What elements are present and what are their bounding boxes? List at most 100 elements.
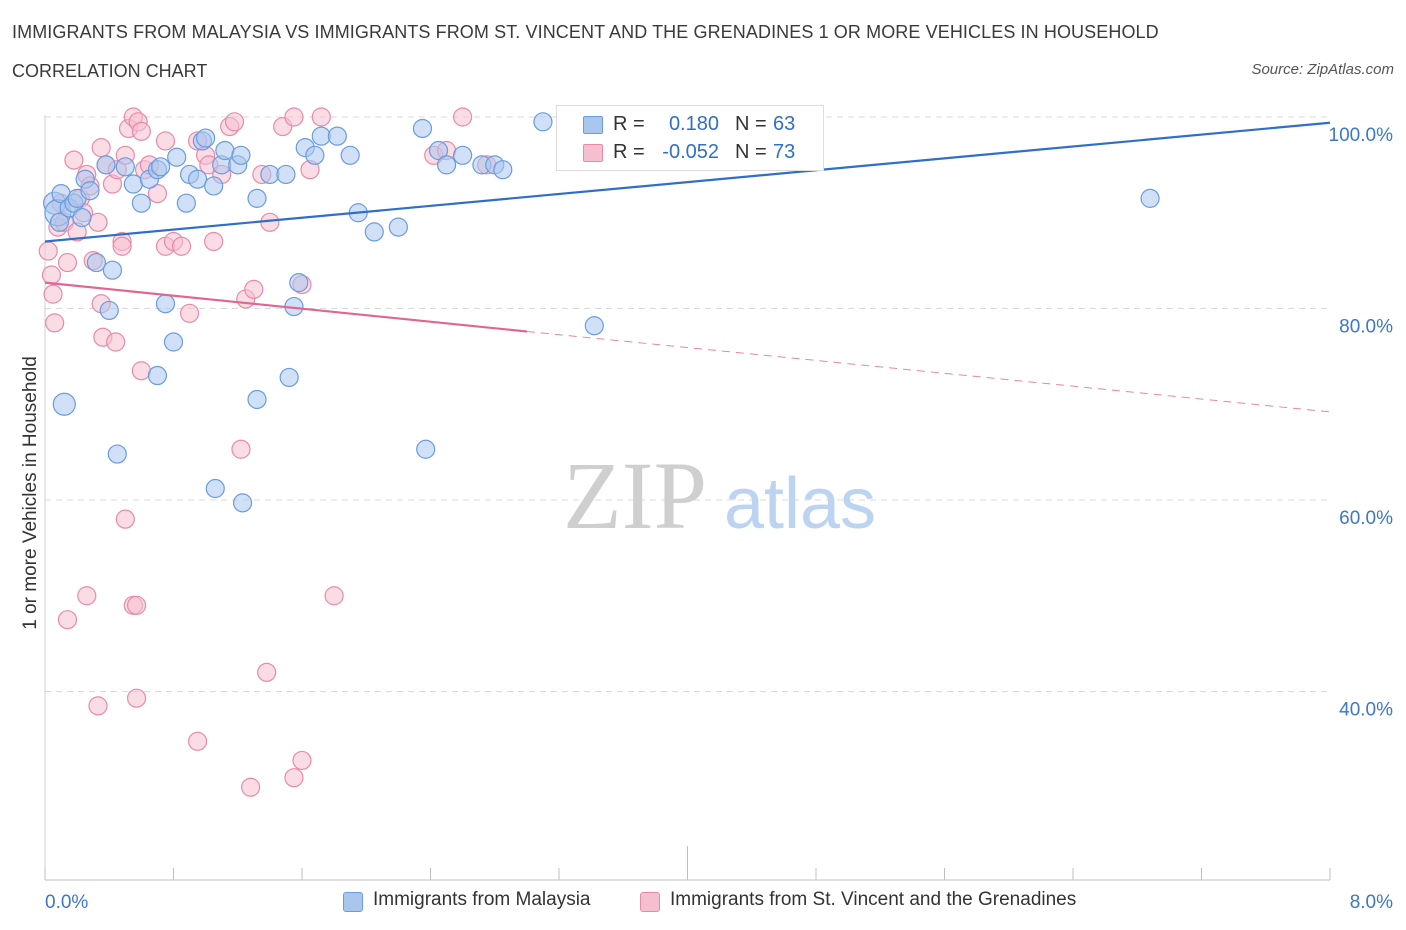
bottom-legend-label: Immigrants from Malaysia	[373, 889, 591, 910]
legend-n-label: N =	[735, 113, 767, 135]
point-st-vincent	[57, 252, 78, 273]
correlation-legend: R = 0.180 N = 63 R = -0.052 N = 73	[556, 105, 824, 171]
point-st-vincent	[324, 586, 344, 606]
point-malaysia	[215, 140, 235, 161]
point-malaysia	[196, 128, 216, 148]
trend-lines	[44, 121, 1331, 413]
y-tick-label: 60.0%	[1339, 508, 1393, 529]
point-malaysia	[86, 252, 107, 273]
point-malaysia	[131, 193, 151, 213]
point-st-vincent	[453, 107, 473, 127]
point-st-vincent	[112, 236, 132, 256]
point-malaysia	[123, 174, 143, 194]
point-malaysia	[115, 157, 135, 177]
watermark-atlas: atlas	[724, 464, 876, 544]
point-malaysia	[279, 367, 299, 388]
chart-subtitle: CORRELATION CHART	[12, 61, 208, 81]
point-malaysia	[327, 126, 347, 146]
legend-r-label: R =	[613, 141, 645, 163]
point-malaysia	[428, 140, 449, 161]
point-st-vincent	[57, 610, 78, 630]
point-malaysia	[102, 260, 123, 280]
point-malaysia	[493, 160, 513, 180]
point-malaysia	[231, 145, 251, 165]
point-st-vincent	[204, 231, 224, 252]
point-st-vincent	[244, 279, 264, 299]
y-tick-label: 80.0%	[1339, 317, 1393, 338]
point-malaysia	[436, 155, 457, 175]
point-malaysia	[453, 145, 473, 165]
axis-labels: 40.0% 60.0% 80.0% 100.0% 0.0% 8.0% 1 or more V…	[20, 125, 1393, 913]
point-st-vincent	[231, 439, 251, 459]
point-st-vincent	[91, 138, 111, 158]
point-malaysia	[107, 444, 127, 464]
point-malaysia	[247, 188, 267, 208]
point-st-vincent	[126, 688, 147, 708]
point-st-vincent	[171, 236, 192, 256]
point-malaysia	[247, 389, 267, 410]
point-st-vincent	[131, 121, 151, 141]
legend-swatch-malaysia	[583, 116, 603, 134]
point-malaysia	[204, 176, 224, 196]
point-malaysia	[533, 112, 553, 132]
point-malaysia	[49, 212, 70, 232]
point-malaysia	[388, 217, 408, 237]
point-malaysia	[96, 155, 116, 175]
point-malaysia	[232, 493, 253, 513]
point-malaysia	[80, 181, 100, 201]
trend-line-st-vincent	[44, 281, 527, 333]
point-st-vincent	[88, 212, 108, 232]
point-st-vincent	[38, 241, 58, 261]
chart-title: IMMIGRANTS FROM MALAYSIA VS IMMIGRANTS F…	[12, 22, 1159, 42]
legend-r-value: 0.180	[668, 113, 719, 135]
watermark: ZIP atlas	[563, 442, 876, 549]
point-malaysia	[416, 439, 436, 459]
point-malaysia	[167, 147, 187, 167]
point-malaysia	[187, 169, 208, 189]
point-malaysia	[1140, 188, 1160, 208]
trend-line-malaysia	[44, 121, 1331, 243]
point-malaysia	[72, 207, 92, 228]
point-malaysia	[99, 300, 119, 321]
point-st-vincent	[131, 361, 151, 381]
point-st-vincent	[224, 112, 245, 132]
point-malaysia	[412, 118, 433, 139]
point-st-vincent	[311, 107, 331, 127]
point-st-vincent	[147, 184, 168, 204]
legend-r-label: R =	[613, 113, 645, 135]
point-malaysia	[584, 316, 604, 336]
point-st-vincent	[115, 509, 135, 529]
point-malaysia	[176, 193, 196, 213]
point-st-vincent	[64, 150, 84, 170]
x-tick-label-max: 8.0%	[1350, 892, 1393, 913]
point-st-vincent	[284, 107, 304, 127]
point-st-vincent	[155, 131, 176, 151]
point-st-vincent	[41, 265, 62, 285]
point-malaysia	[155, 294, 176, 314]
point-st-vincent	[284, 768, 304, 788]
legend-n-value: 63	[773, 113, 796, 135]
y-tick-label: 40.0%	[1339, 700, 1393, 721]
point-malaysia	[163, 332, 184, 352]
point-st-vincent	[292, 750, 312, 771]
point-malaysia	[147, 365, 168, 386]
bottom-legend-swatch-st-vincent	[640, 892, 660, 912]
legend-n-label: N =	[735, 141, 767, 163]
point-st-vincent	[106, 332, 126, 352]
point-malaysia	[52, 392, 76, 416]
point-st-vincent	[126, 595, 147, 615]
point-malaysia	[289, 273, 309, 293]
legend-row-malaysia: R = 0.180 N = 63	[557, 110, 823, 138]
point-malaysia	[151, 157, 171, 177]
point-malaysia	[205, 478, 225, 499]
y-tick-label: 100.0%	[1329, 125, 1394, 146]
point-st-vincent	[88, 696, 108, 716]
bottom-legend-swatch-malaysia	[343, 892, 363, 912]
point-st-vincent	[241, 777, 261, 797]
point-malaysia	[364, 222, 384, 242]
point-st-vincent	[257, 662, 277, 682]
grid-layer	[45, 116, 1330, 692]
point-malaysia	[311, 126, 331, 146]
point-st-vincent	[43, 284, 63, 304]
